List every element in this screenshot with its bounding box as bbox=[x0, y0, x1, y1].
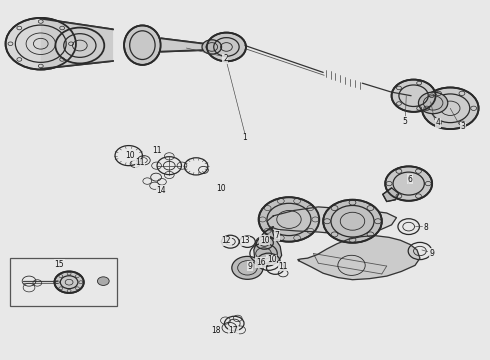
Polygon shape bbox=[254, 226, 282, 267]
Circle shape bbox=[323, 200, 382, 243]
Circle shape bbox=[5, 18, 76, 69]
Text: 12: 12 bbox=[221, 237, 231, 246]
Circle shape bbox=[418, 92, 448, 114]
Text: 6: 6 bbox=[408, 175, 413, 184]
Polygon shape bbox=[383, 188, 399, 202]
Text: 5: 5 bbox=[403, 117, 408, 126]
Circle shape bbox=[232, 256, 263, 279]
Text: 3: 3 bbox=[461, 122, 465, 131]
Circle shape bbox=[392, 80, 436, 112]
Circle shape bbox=[207, 33, 246, 61]
Circle shape bbox=[98, 277, 109, 285]
Circle shape bbox=[259, 197, 319, 242]
Text: 8: 8 bbox=[423, 223, 428, 232]
Text: 15: 15 bbox=[54, 260, 64, 269]
Text: 18: 18 bbox=[211, 326, 220, 335]
Text: 16: 16 bbox=[256, 258, 266, 267]
Text: 11: 11 bbox=[135, 158, 145, 167]
Text: 13: 13 bbox=[240, 237, 250, 246]
Bar bbox=[10, 258, 117, 306]
Polygon shape bbox=[267, 207, 396, 234]
Text: 4: 4 bbox=[436, 118, 441, 127]
Polygon shape bbox=[41, 19, 113, 69]
Text: 17: 17 bbox=[228, 326, 238, 335]
Ellipse shape bbox=[124, 26, 161, 65]
Text: 10: 10 bbox=[125, 151, 135, 160]
Text: 1: 1 bbox=[243, 133, 247, 142]
Text: 14: 14 bbox=[156, 185, 166, 194]
Circle shape bbox=[422, 87, 479, 129]
Circle shape bbox=[385, 166, 432, 201]
Text: 9: 9 bbox=[247, 262, 252, 271]
Text: 7: 7 bbox=[274, 231, 279, 240]
Text: 11: 11 bbox=[152, 146, 162, 155]
Text: 11: 11 bbox=[278, 262, 288, 271]
Circle shape bbox=[202, 40, 221, 54]
Circle shape bbox=[54, 271, 84, 293]
Text: 10: 10 bbox=[267, 255, 277, 264]
Polygon shape bbox=[298, 235, 420, 280]
Text: 9: 9 bbox=[429, 249, 434, 258]
Text: 2: 2 bbox=[223, 54, 228, 63]
Text: 10: 10 bbox=[260, 236, 270, 245]
Text: 10: 10 bbox=[216, 184, 225, 193]
Circle shape bbox=[55, 28, 104, 63]
Polygon shape bbox=[161, 39, 210, 51]
